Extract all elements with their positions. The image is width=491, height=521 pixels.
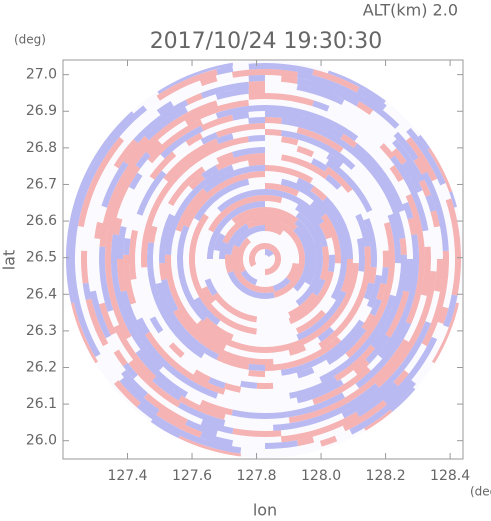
y-tick-label: 26.5 xyxy=(26,250,57,266)
x-tick-label: 128.4 xyxy=(430,468,470,484)
y-tick-label: 26.0 xyxy=(26,433,57,449)
y-tick-label: 26.9 xyxy=(26,103,57,119)
plot-frame xyxy=(62,59,464,460)
x-tick-label: 127.4 xyxy=(107,468,147,484)
echo-region xyxy=(65,62,458,454)
echo-region xyxy=(71,68,462,457)
y-tick-label: 26.8 xyxy=(26,140,57,156)
x-tick-label: 128.2 xyxy=(366,468,406,484)
radar-field xyxy=(65,60,464,458)
y-tick-label: 26.3 xyxy=(26,323,57,339)
y-unit: (deg) xyxy=(14,33,46,47)
x-axis-label: lon xyxy=(253,501,277,520)
y-tick-label: 26.2 xyxy=(26,359,57,375)
chart-subtitle: ALT(km) 2.0 xyxy=(363,1,458,20)
chart-title: 2017/10/24 19:30:30 xyxy=(150,29,383,54)
y-axis-label: lat xyxy=(0,250,19,271)
y-tick-label: 26.6 xyxy=(26,213,57,229)
y-tick-label: 26.4 xyxy=(26,286,57,302)
y-tick-label: 26.1 xyxy=(26,396,57,412)
y-tick-label: 27.0 xyxy=(26,67,57,83)
x-tick-label: 128.0 xyxy=(301,468,341,484)
x-tick-label: 127.8 xyxy=(237,468,277,484)
x-tick-label: 127.6 xyxy=(172,468,212,484)
x-unit: (deg) xyxy=(470,485,491,499)
y-tick-label: 26.7 xyxy=(26,176,57,192)
